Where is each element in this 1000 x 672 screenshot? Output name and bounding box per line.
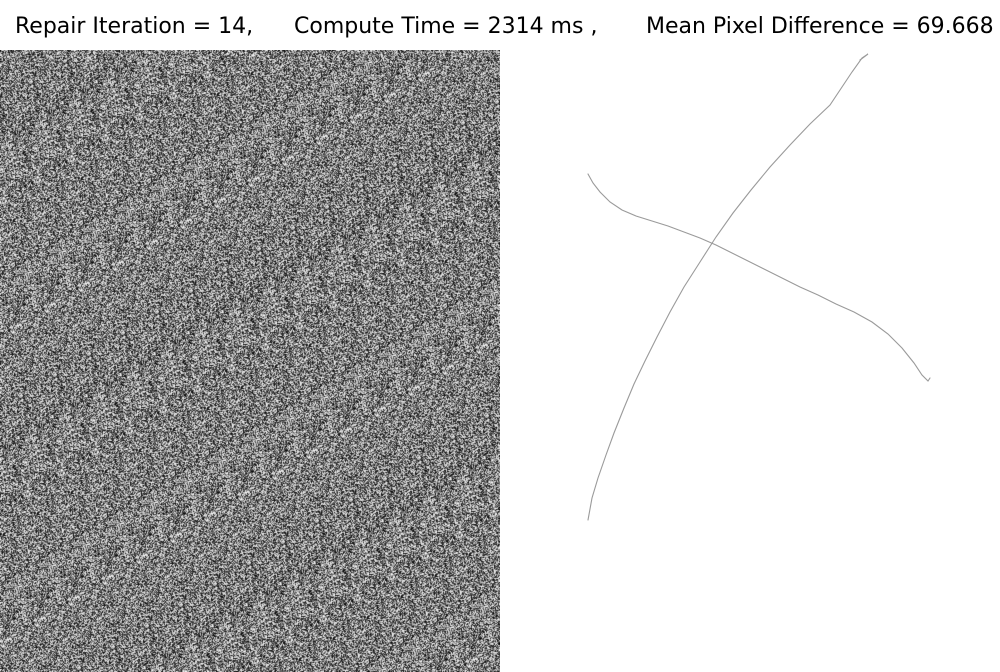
mean-pixel-difference-label: Mean Pixel Difference = 69.668 <box>646 14 994 39</box>
sketch-stroke-descending <box>587 173 931 382</box>
noise-image-panel <box>0 50 500 672</box>
cross-sketch <box>587 53 931 521</box>
sketch-stroke-ascending <box>587 53 869 521</box>
sketch-panel <box>500 50 1000 672</box>
compute-time-label: Compute Time = 2314 ms , <box>294 14 598 39</box>
noise-image <box>0 50 500 672</box>
repair-iteration-label: Repair Iteration = 14, <box>15 14 254 39</box>
status-bar: Repair Iteration = 14, Compute Time = 23… <box>0 0 1000 50</box>
